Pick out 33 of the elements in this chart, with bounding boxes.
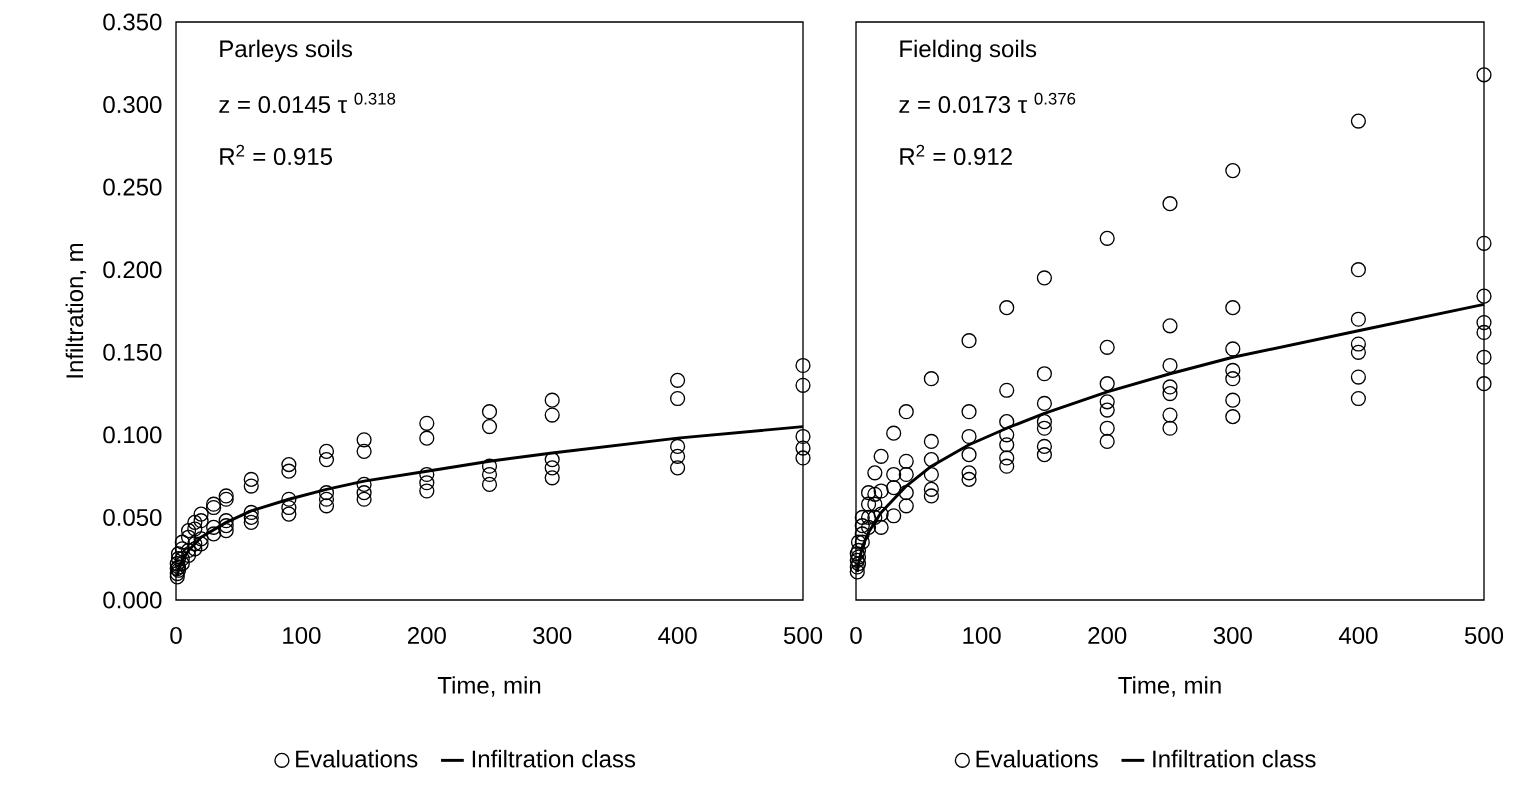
x-tick-label: 500 — [783, 626, 823, 644]
legend-label: Evaluations — [976, 749, 1098, 768]
x-tick-label: 400 — [1338, 626, 1378, 644]
y-tick-label: 0.100 — [103, 426, 162, 444]
y-tick-label: 0.150 — [103, 343, 162, 361]
annotation: z = 0.0145 τ $^{0.318}$ — [219, 92, 396, 114]
x-tick-label: 100 — [963, 626, 1001, 644]
annotation: Fielding soils — [900, 39, 1037, 63]
annotation: R$^{2}$ = 0.912 — [900, 144, 1012, 166]
annotation: Parleys soils — [220, 39, 353, 63]
y-axis-title: Infiltration, m — [65, 243, 87, 378]
x-tick-label: 100 — [283, 626, 321, 644]
x-tick-label: 0 — [850, 626, 862, 644]
legend-label: Infiltration class — [472, 749, 636, 768]
x-tick-label: 500 — [1464, 626, 1504, 644]
x-axis-title: Time, min — [437, 676, 541, 697]
y-tick-label: 0.350 — [103, 13, 162, 31]
x-tick-label: 400 — [658, 626, 697, 644]
y-tick-label: 0.300 — [103, 96, 162, 114]
y-tick-label: 0.050 — [103, 508, 162, 526]
y-tick-label: 0.200 — [103, 261, 162, 279]
y-tick-label: 0.000 — [103, 591, 162, 609]
x-tick-label: 300 — [1213, 626, 1252, 644]
x-tick-label: 0 — [170, 626, 182, 644]
x-axis-title: Time, min — [1118, 676, 1221, 697]
legend-label: Infiltration class — [1153, 749, 1316, 768]
x-tick-label: 200 — [408, 626, 446, 644]
annotation: R$^{2}$ = 0.915 — [220, 144, 332, 166]
x-tick-label: 300 — [533, 626, 572, 644]
annotation: z = 0.0173 τ $^{0.376}$ — [899, 92, 1076, 114]
x-tick-label: 200 — [1088, 626, 1127, 644]
legend-label: Evaluations — [296, 749, 418, 768]
y-tick-label: 0.250 — [103, 178, 162, 196]
